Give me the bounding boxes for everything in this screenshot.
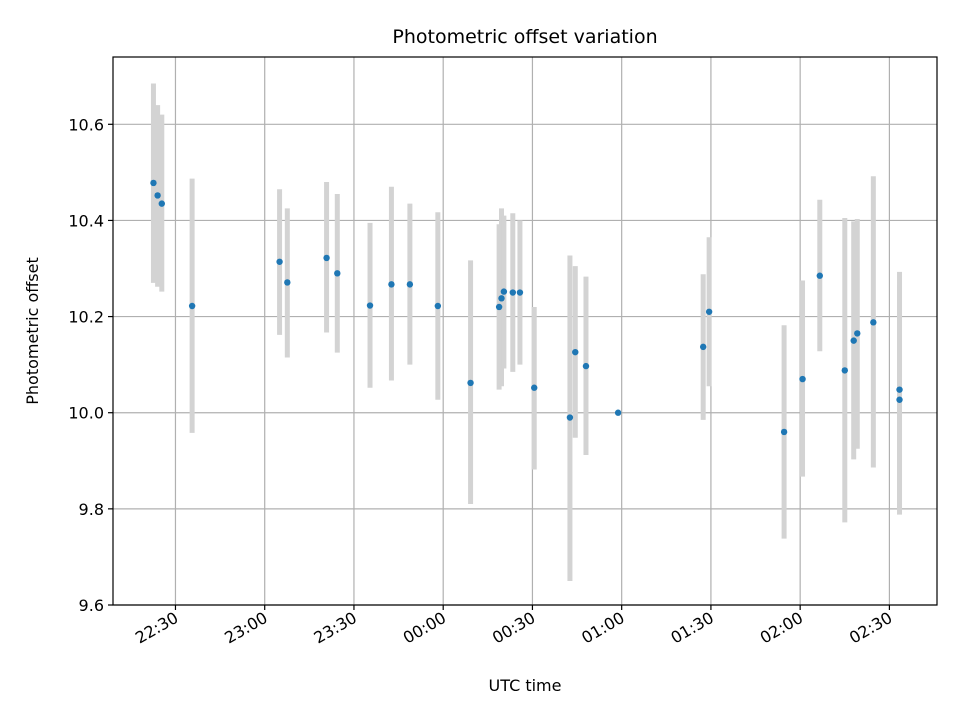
data-point [276,258,283,265]
data-point [366,302,374,309]
data-point [188,302,196,310]
y-axis-title: Photometric offset [23,257,42,405]
data-point [799,375,806,383]
data-point [284,279,291,286]
data-point [323,254,330,262]
y-axis: 9.6 9.8 10.0 10.2 10.4 10.6 [68,115,113,615]
data-point [158,200,165,207]
y-tick-label: 9.6 [79,596,104,615]
data-markers [150,179,903,436]
data-point [516,289,524,296]
data-point [150,179,157,187]
plot-area [113,57,937,605]
data-point [566,414,574,421]
data-point [854,330,861,337]
data-point [406,281,414,288]
data-point [816,272,823,279]
data-point [434,302,442,310]
data-point [614,409,622,416]
y-tick-label: 10.6 [68,115,104,134]
data-point [388,281,395,288]
data-point [509,289,517,296]
data-point [467,379,474,387]
data-point [582,362,590,370]
data-point [896,386,903,393]
chart-title: Photometric offset variation [392,26,657,48]
data-point [896,396,903,403]
data-point [500,288,508,295]
data-point [531,384,538,391]
data-point [498,295,505,302]
y-tick-label: 9.8 [79,500,104,519]
data-point [705,308,713,315]
y-tick-label: 10.4 [68,211,104,230]
data-point [334,270,341,277]
plot-frame [112,56,938,606]
data-point [841,367,848,374]
data-point [850,337,857,344]
data-point [870,319,877,326]
y-tick-label: 10.0 [68,404,104,423]
data-point [780,428,788,436]
y-tick-label: 10.2 [68,308,104,327]
data-point [154,192,161,199]
x-axis-title: UTC time [489,676,562,695]
data-point [572,348,579,356]
data-point [495,303,503,311]
data-point [699,343,707,351]
